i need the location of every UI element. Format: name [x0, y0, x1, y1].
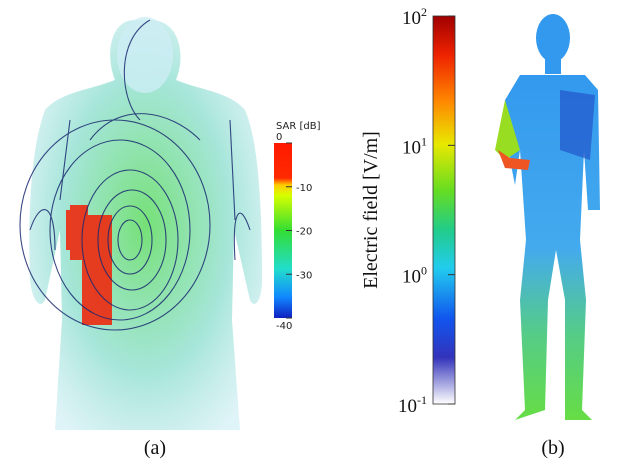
- colorbar-title: SAR [dB]: [276, 121, 321, 132]
- tick-base: 10: [402, 267, 421, 288]
- tick-base: 10: [398, 396, 417, 417]
- body-rendering-a: [20, 17, 262, 430]
- tick-base: 10: [402, 8, 421, 29]
- tick-label: -20: [296, 227, 312, 238]
- tick-label: -10: [296, 183, 312, 194]
- caption: (b): [541, 437, 564, 459]
- body-rendering-b: [495, 14, 600, 420]
- tick-label: -30: [296, 270, 312, 281]
- caption: (a): [144, 437, 166, 459]
- tick-exponent: 2: [421, 5, 427, 19]
- colorbar-gradient: [433, 16, 455, 404]
- tick-exponent: 0: [421, 264, 427, 278]
- tick-exponent: 1: [421, 134, 427, 148]
- tick-base: 10: [402, 137, 421, 158]
- colorbar-title: Electric field [V/m]: [360, 131, 382, 289]
- tick-label: 102: [402, 5, 427, 29]
- tick-label: 100: [402, 264, 427, 288]
- figure: SAR [dB] 0-10-20-30-40 (a) Electric fiel…: [0, 0, 619, 461]
- tick-label: 0: [276, 132, 282, 143]
- tick-label: -40: [276, 321, 292, 332]
- tick-exponent: -1: [417, 393, 427, 407]
- tick-label: 10-1: [398, 393, 427, 417]
- tick-label: 101: [402, 134, 427, 158]
- colorbar-a: SAR [dB] 0 -10 -20 -30 -40: [274, 121, 321, 332]
